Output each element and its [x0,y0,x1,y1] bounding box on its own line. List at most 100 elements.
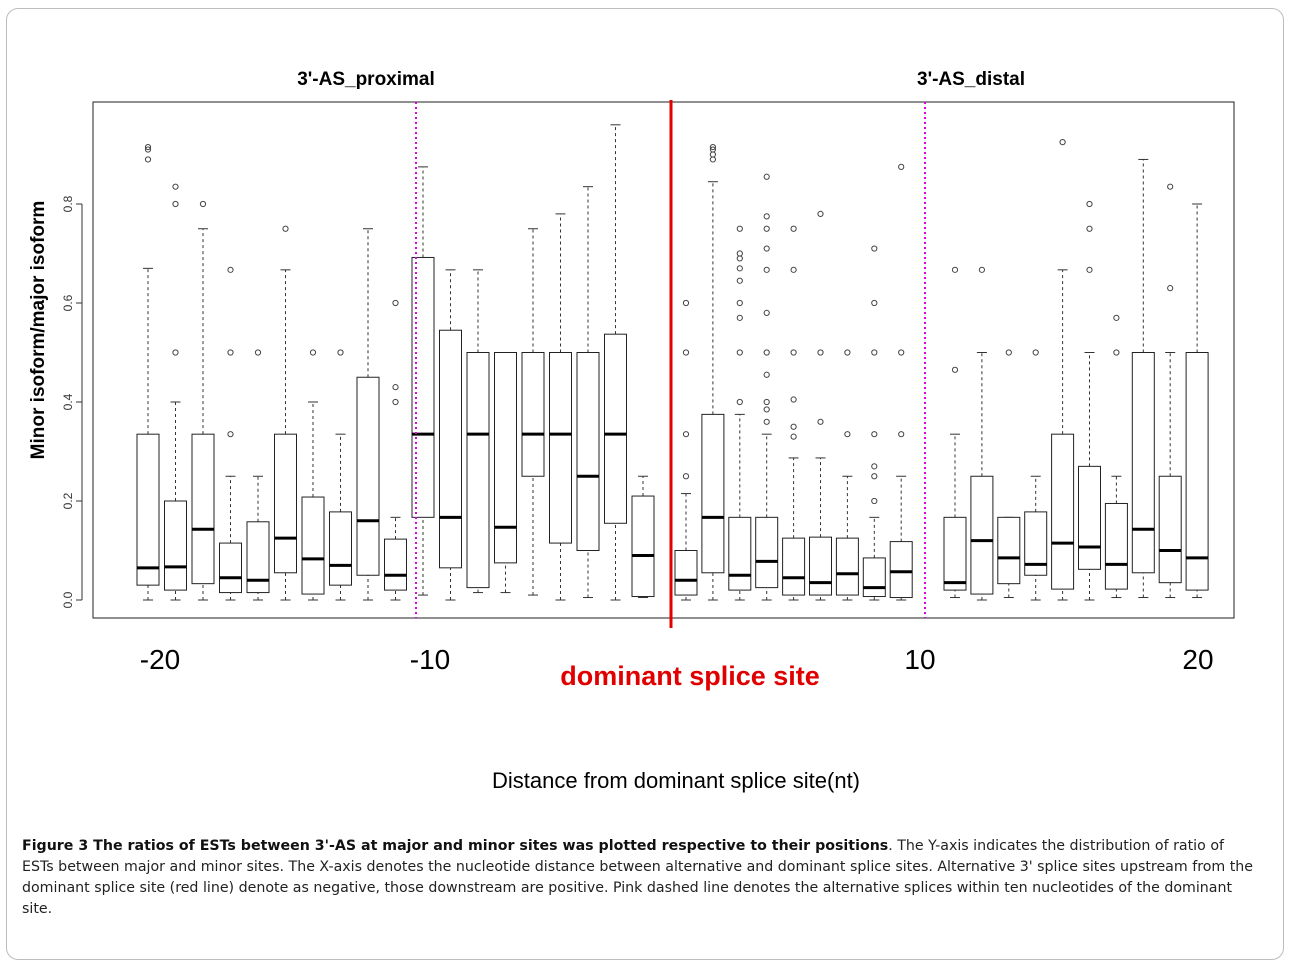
box-iqr [674,550,698,596]
box-8 [862,245,886,601]
box-iqr [521,352,545,477]
outlier-point [736,225,743,232]
y-tick-label: 0.6 [61,294,75,311]
outlier-point [144,146,152,153]
box--11 [384,299,407,601]
box-iqr [1051,433,1075,590]
x-tick-label: -20 [140,644,180,675]
box-iqr [136,433,160,586]
box-iqr [219,542,242,594]
outlier-point [790,423,797,430]
outlier-point [736,277,743,284]
box-iqr [411,256,435,518]
box-9 [889,163,913,601]
box-16 [1078,200,1101,601]
box-iqr [549,352,572,544]
caption-text: . The Y-axis indicates the distribution … [22,838,1254,917]
box-iqr [329,511,352,586]
box-15 [1051,139,1075,601]
box-iqr [1158,475,1182,584]
outlier-point [682,299,690,307]
box-12 [970,266,994,601]
outlier-point [709,156,717,163]
x-tick-label: 20 [1182,644,1213,675]
outlier-point [227,349,234,356]
box-iqr [970,475,994,595]
outlier-point [1005,349,1012,356]
outlier-point [817,418,824,425]
panel-title-distal: 3'-AS_distal [917,69,1025,90]
outlier-point [337,349,344,356]
box-iqr [1024,511,1048,576]
outlier-point [978,266,986,273]
box-iqr [782,537,806,596]
outlier-point [763,349,770,356]
box--17 [219,266,242,601]
outlier-point [282,225,289,232]
outlier-point [1059,139,1066,146]
outlier-point [871,473,878,480]
outlier-point [844,431,851,438]
box-iqr [384,538,407,591]
outlier-point [898,349,905,356]
box--14 [301,349,325,601]
x-tick-label: -10 [410,644,450,675]
x-tick-labels: -20 -10 10 20 [140,644,1214,675]
box-3 [728,225,752,601]
outlier-point [871,299,878,307]
outlier-point [763,371,770,378]
outlier-point [844,349,851,356]
box--8 [466,269,490,594]
reference-lines [415,100,926,628]
box--10 [411,166,435,596]
outlier-point [763,398,770,406]
outlier-point [763,266,770,273]
outlier-point [790,349,797,356]
box-iqr [1131,352,1155,574]
box-iqr [576,352,600,551]
box-iqr [728,516,752,591]
box-iqr [1078,465,1101,570]
outlier-point [736,314,743,321]
box-iqr [701,413,725,574]
outlier-point [709,146,717,153]
outlier-point [817,210,824,217]
y-tick-label: 0.0 [61,591,75,608]
box-5 [782,225,806,601]
outlier-point [898,431,905,438]
outlier-point [1086,200,1093,208]
outlier-point [1167,285,1174,292]
outlier-point [736,250,743,257]
dominant-site-label: dominant splice site [560,661,820,691]
outlier-point [309,349,317,356]
box-iqr [301,496,325,595]
box-13 [997,349,1021,599]
box-iqr [1185,352,1209,591]
outlier-point [763,406,770,413]
outlier-point [392,384,399,391]
outlier-point [1113,349,1120,356]
outlier-point [1167,183,1174,190]
outlier-point [871,245,878,252]
box--18 [191,200,215,601]
outlier-point [871,349,878,356]
box-14 [1024,349,1048,601]
outlier-point [1113,314,1120,321]
outlier-point [682,349,690,356]
outlier-point [144,143,152,151]
outlier-point [1086,266,1093,273]
outlier-point [709,143,717,151]
outlier-point [736,265,743,272]
outlier-point [790,225,797,232]
box--7 [494,352,517,594]
outlier-point [1032,349,1039,356]
outlier-point [736,398,743,406]
box-19 [1158,183,1182,599]
outlier-point [144,156,152,163]
box--15 [274,225,297,601]
outlier-point [763,245,770,252]
outlier-point [199,200,207,208]
outlier-point [392,299,399,307]
outlier-point [254,349,262,356]
outlier-point [682,473,690,480]
